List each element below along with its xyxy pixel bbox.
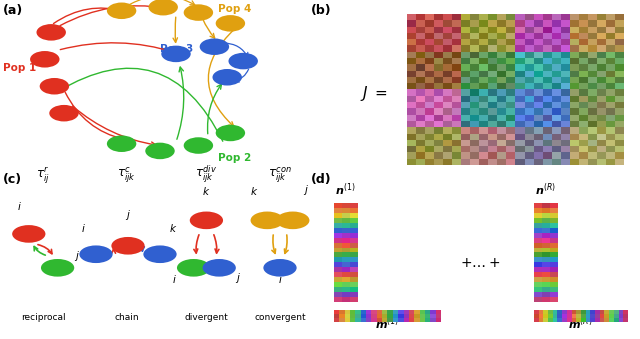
Circle shape [148,0,178,16]
Circle shape [111,237,145,255]
Text: $k$: $k$ [168,222,177,234]
Circle shape [143,245,177,263]
Circle shape [200,38,229,55]
Text: $i$: $i$ [81,222,86,234]
Circle shape [216,125,245,141]
Text: (c): (c) [3,173,22,186]
Text: $i$: $i$ [172,273,177,285]
Text: $\tau^{div}_{ijk}$: $\tau^{div}_{ijk}$ [195,163,218,185]
Text: $\boldsymbol{n}^{(R)}$: $\boldsymbol{n}^{(R)}$ [535,182,556,198]
Text: $\boldsymbol{m}^{(R)}$: $\boldsymbol{m}^{(R)}$ [568,316,593,332]
Circle shape [49,105,79,121]
Text: Pop 4: Pop 4 [218,4,251,14]
Circle shape [250,212,284,229]
Circle shape [12,225,45,243]
Text: Pop 2: Pop 2 [218,153,251,163]
Text: $J\ =$: $J\ =$ [360,84,388,103]
Text: $+\ldots+$: $+\ldots+$ [460,256,500,270]
Text: convergent: convergent [254,313,306,322]
Circle shape [41,259,74,277]
Circle shape [107,136,136,152]
Circle shape [276,212,310,229]
Circle shape [161,46,191,62]
Text: divergent: divergent [184,313,228,322]
Text: $k$: $k$ [250,185,259,197]
Circle shape [36,24,66,41]
Circle shape [79,245,113,263]
Text: $j$: $j$ [125,208,131,222]
Circle shape [189,212,223,229]
Circle shape [40,78,69,95]
Circle shape [184,4,213,21]
Text: $j$: $j$ [74,249,80,263]
Circle shape [107,2,136,19]
Circle shape [202,259,236,277]
Text: $j$: $j$ [236,271,241,285]
Circle shape [184,137,213,154]
Text: (b): (b) [310,4,331,17]
Text: reciprocal: reciprocal [21,313,65,322]
Text: $i$: $i$ [278,273,282,285]
Text: (a): (a) [3,4,24,17]
Text: $i$: $i$ [17,200,22,212]
Circle shape [228,53,258,69]
Text: $j$: $j$ [303,183,308,197]
Text: Pop 3: Pop 3 [160,43,193,54]
Circle shape [177,259,210,277]
Text: chain: chain [114,313,139,322]
Text: $\tau^{con}_{ijk}$: $\tau^{con}_{ijk}$ [268,165,292,185]
Circle shape [30,51,60,67]
Circle shape [264,259,297,277]
Text: $\tau^r_{ij}$: $\tau^r_{ij}$ [36,165,50,185]
Text: $\boldsymbol{n}^{(1)}$: $\boldsymbol{n}^{(1)}$ [335,182,356,198]
Circle shape [212,69,242,85]
Text: $\tau^c_{ijk}$: $\tau^c_{ijk}$ [117,165,136,185]
Text: Pop 1: Pop 1 [3,63,36,73]
Text: (d): (d) [310,173,331,186]
Text: $\boldsymbol{m}^{(1)}$: $\boldsymbol{m}^{(1)}$ [375,316,399,332]
Circle shape [145,143,175,159]
Circle shape [216,15,245,32]
Text: $k$: $k$ [202,185,211,197]
